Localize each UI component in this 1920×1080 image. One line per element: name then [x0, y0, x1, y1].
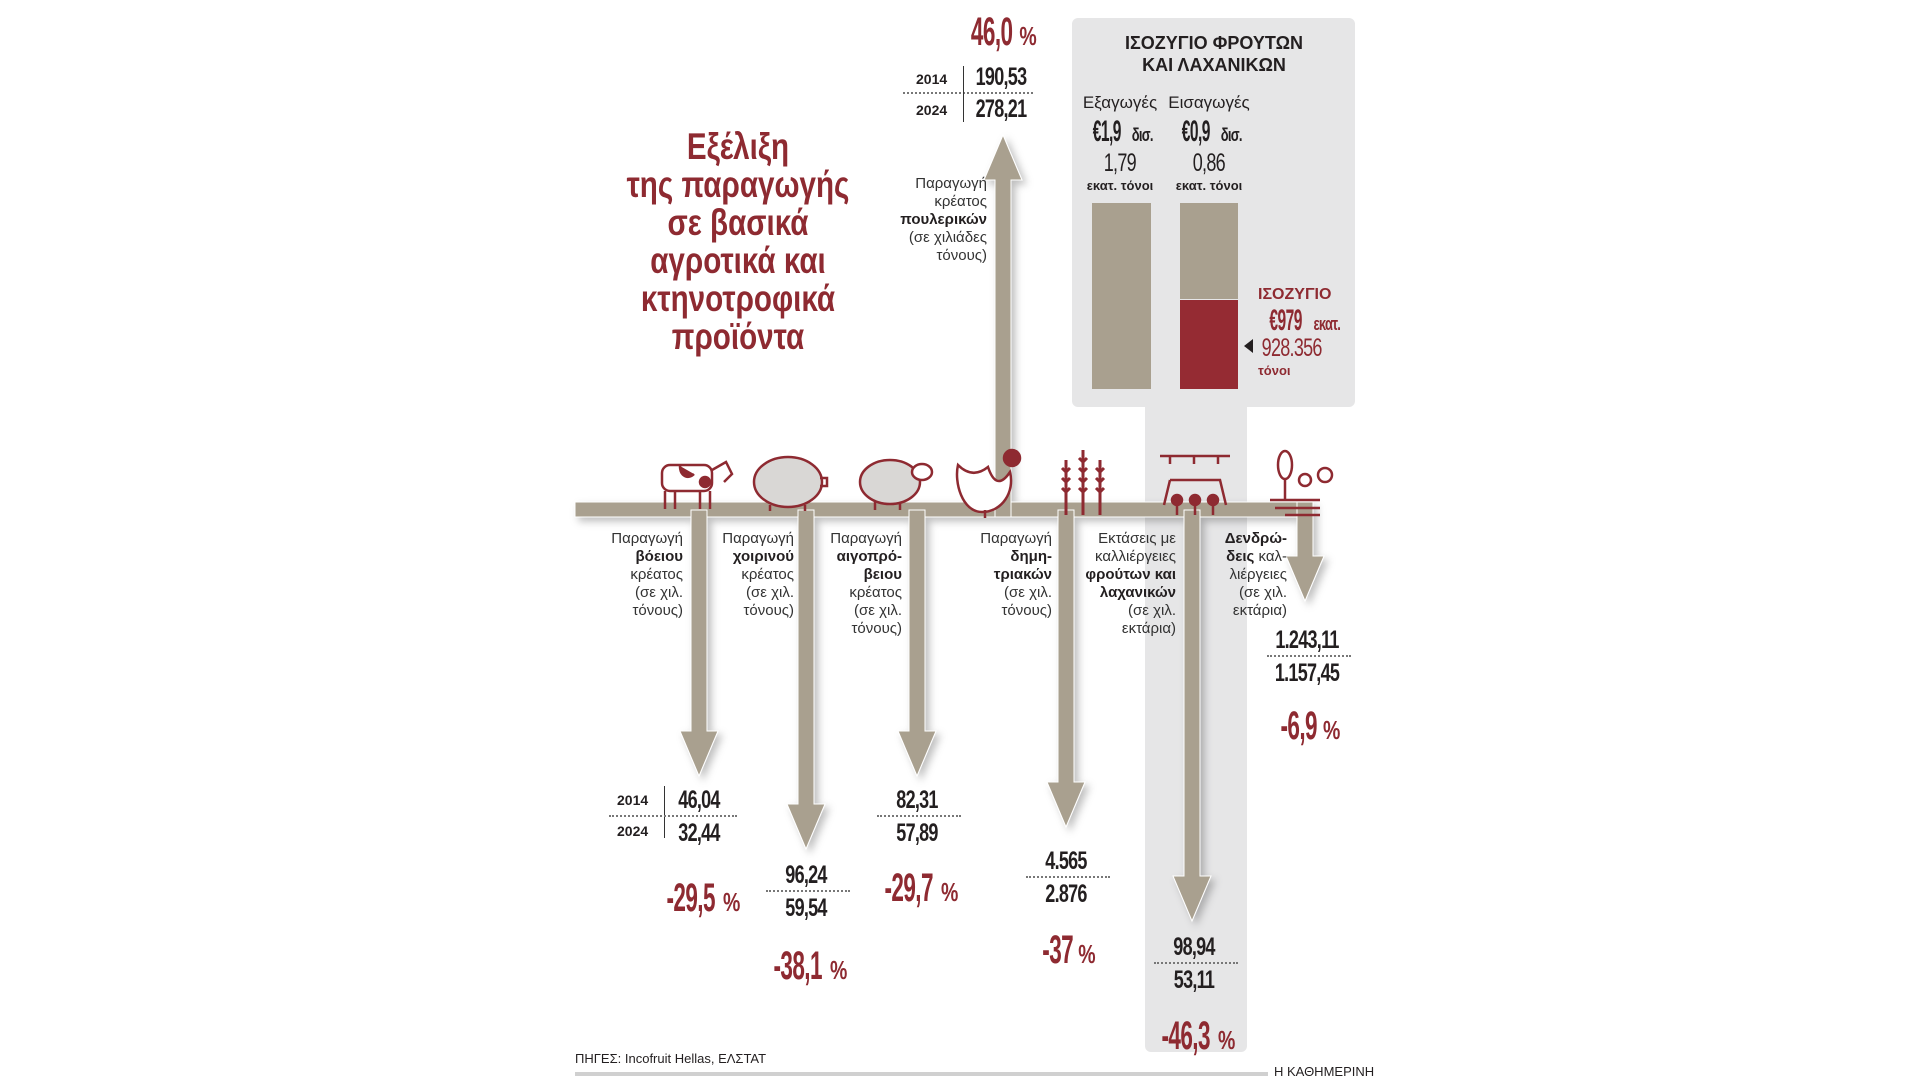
value-2014: 82,31 [896, 786, 938, 814]
value-2014: 96,24 [785, 861, 827, 889]
balance-bar [1180, 300, 1238, 389]
balance-block: ΙΣΟΖΥΓΙΟ €979 εκατ. 928.356 τόνοι [1258, 286, 1341, 378]
arrow-down-trees [1285, 501, 1325, 603]
change-percent: -46,3% [1161, 1014, 1235, 1058]
divider [1267, 655, 1351, 657]
wheat-icon [1060, 450, 1106, 515]
change-percent: -29,7% [884, 866, 958, 910]
title-line: της παραγωγής [626, 164, 850, 205]
imports-bar [1180, 203, 1238, 299]
label-sheep-goat: Παραγωγή αιγοπρό-βειου κρέατος (σε χιλ. τόνο… [830, 530, 902, 637]
sheep-icon [858, 458, 934, 510]
imports-block: Εισαγωγές €0,9 δισ. 0,86 εκατ. τόνοι [1168, 93, 1250, 193]
divider [877, 815, 961, 817]
divider [609, 815, 737, 817]
divider [664, 786, 665, 838]
arrow-down-fruits [1172, 509, 1212, 923]
value-2024: 2.876 [1045, 880, 1087, 908]
divider [1026, 876, 1110, 878]
value-2014: 98,94 [1173, 933, 1215, 961]
arrow-down-beef [679, 509, 719, 778]
poultry-label: Παραγωγή κρέατος πουλερικών (σε χιλιάδες τ… [900, 175, 987, 264]
pointer-icon [1244, 339, 1253, 353]
trees-icon [1270, 449, 1334, 517]
footer-rule [575, 1072, 1268, 1076]
percent-sign: % [1019, 21, 1036, 51]
panel-title: ΙΣΟΖΥΓΙΟ ΦΡΟΥΤΩΝ ΚΑΙ ΛΑΧΑΝΙΚΩΝ [1124, 33, 1304, 75]
title-line: αγροτικά και [650, 240, 826, 281]
arrow-down-pork [786, 509, 826, 851]
label-pork: Παραγωγή χοιρινού κρέατος (σε χιλ. τόνους) [722, 530, 794, 619]
change-percent: -37% [1042, 928, 1095, 972]
value-2014: 4.565 [1045, 847, 1087, 875]
exports-block: Εξαγωγές €1,9 δισ. 1,79 εκατ. τόνοι [1082, 93, 1158, 193]
divider [1154, 962, 1238, 964]
label-beef: Παραγωγή βόειου κρέατος (σε χιλ. τόνους) [611, 530, 683, 619]
value-2024: 1.157,45 [1274, 659, 1340, 687]
year-2014: 2014 [916, 71, 948, 87]
year-2014: 2014 [617, 792, 649, 808]
change-value: 46,0 [970, 10, 1013, 54]
year-2024: 2024 [617, 823, 649, 839]
change-percent: -6,9% [1280, 704, 1340, 748]
label-cereals: Παραγωγή δημη-τριακών (σε χιλ. τόνους) [980, 530, 1052, 619]
title-line: προϊόντα [671, 316, 805, 357]
chicken-icon [955, 448, 1022, 518]
value-2014: 1.243,11 [1275, 626, 1339, 654]
sources-note: ΠΗΓΕΣ: Incofruit Hellas, ΕΛΣΤΑΤ [575, 1051, 767, 1066]
value-2024: 57,89 [896, 819, 938, 847]
value-2024: 278,21 [975, 95, 1027, 123]
divider [963, 66, 964, 122]
arrow-down-cereals [1046, 509, 1086, 829]
pig-icon [752, 455, 829, 511]
value-2024: 53,11 [1173, 966, 1215, 994]
divider [766, 890, 850, 892]
page-title: Εξέλιξη της παραγωγής σε βασικά αγροτικά… [578, 128, 898, 356]
value-2024: 59,54 [785, 894, 827, 922]
change-percent: -29,5% [666, 876, 740, 920]
year-2024: 2024 [916, 102, 948, 118]
greenhouse-icon [1160, 454, 1230, 515]
label-fruits-vegetables: Εκτάσεις με καλλιέργειες φρούτων και λαχανι… [1085, 530, 1176, 637]
poultry-change: 46,0% [952, 10, 1048, 55]
value-2024: 32,44 [678, 819, 720, 847]
label-trees: Δενδρώ-δεις καλ-λιέργειες (σε χιλ. εκτάρια… [1224, 530, 1287, 619]
exports-bar [1092, 203, 1151, 389]
value-2014: 190,53 [975, 63, 1027, 91]
arrow-down-sheep [897, 509, 937, 778]
divider [903, 92, 1033, 94]
title-line: κτηνοτροφικά [640, 278, 836, 319]
cow-icon [660, 460, 734, 509]
value-2014: 46,04 [678, 786, 720, 814]
brand-logo: Η ΚΑΘΗΜΕΡΙΝΗ [1274, 1064, 1375, 1079]
title-line: σε βασικά [667, 202, 809, 243]
title-line: Εξέλιξη [686, 126, 790, 167]
change-percent: -38,1% [773, 944, 847, 988]
